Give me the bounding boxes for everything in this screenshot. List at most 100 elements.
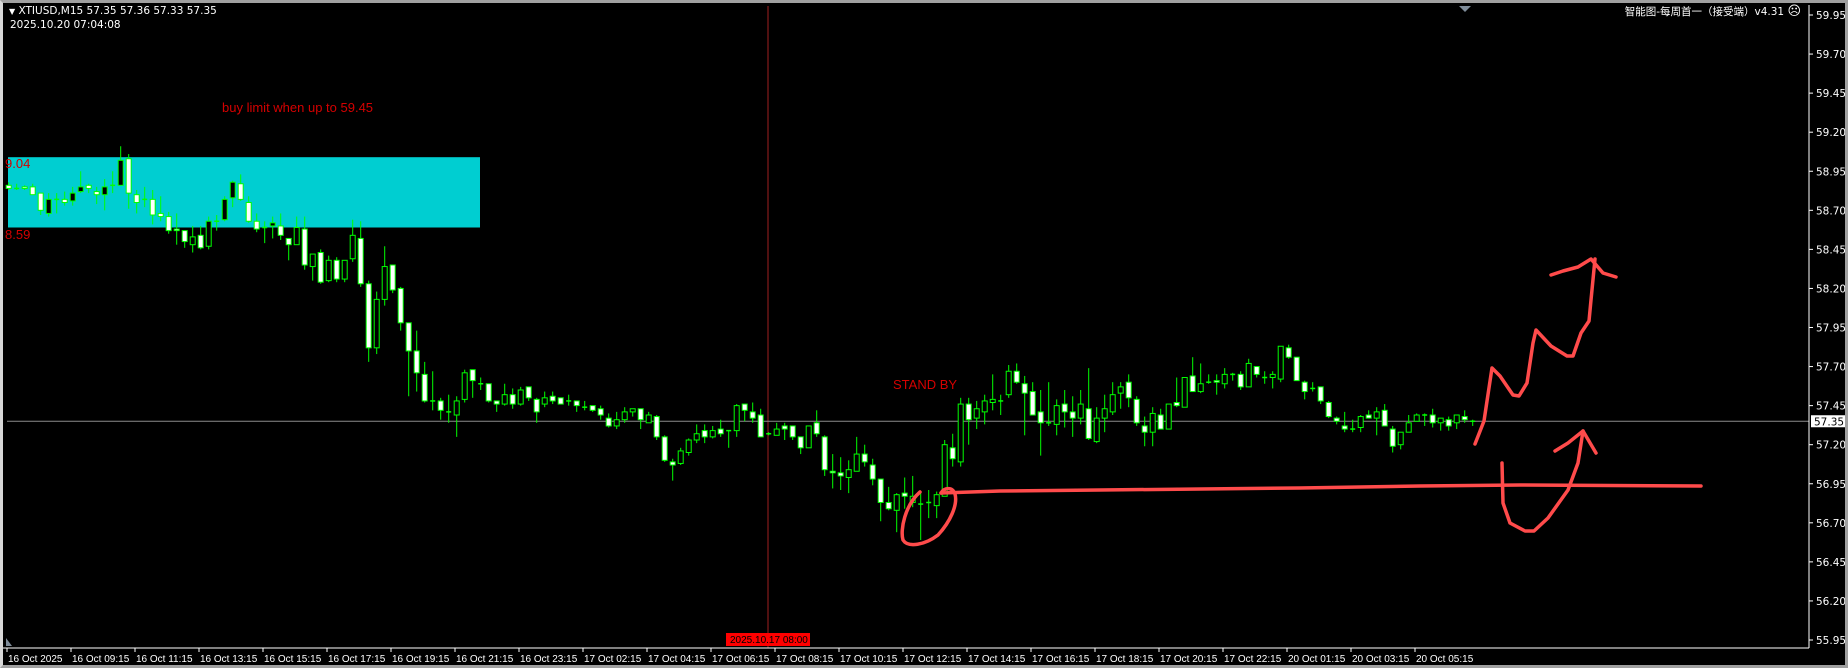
candle — [797, 436, 804, 455]
x-tick-label: 17 Oct 18:15 — [1096, 654, 1154, 665]
candle — [125, 154, 132, 209]
candle-body — [1109, 394, 1116, 413]
candle-body — [573, 400, 580, 407]
candle — [1373, 407, 1380, 436]
collapse-triangle-icon[interactable]: ▼ — [9, 7, 16, 16]
candle-body — [717, 428, 724, 435]
x-tick-label: 17 Oct 02:15 — [584, 654, 642, 665]
candle — [389, 264, 396, 294]
candle-body — [1013, 370, 1020, 383]
x-tick-label: 17 Oct 14:15 — [968, 654, 1026, 665]
candle-body — [797, 436, 804, 449]
supply-zone-rectangle[interactable] — [8, 157, 480, 228]
chart-shift-marker-icon[interactable] — [1459, 6, 1471, 12]
candle — [1021, 375, 1028, 436]
candle-body — [325, 259, 332, 282]
candle — [1061, 390, 1068, 428]
candle — [493, 400, 500, 412]
candle — [597, 405, 604, 420]
candle — [1029, 382, 1036, 416]
candle — [709, 425, 716, 439]
candle-body — [1165, 403, 1172, 430]
candle-body — [205, 220, 212, 247]
candle — [573, 400, 580, 412]
candle — [469, 369, 476, 398]
candle-body — [509, 394, 516, 405]
candle — [1365, 410, 1372, 419]
candle — [749, 402, 756, 423]
candle-body — [1389, 428, 1396, 447]
candle-body — [1005, 370, 1012, 396]
candle — [221, 196, 228, 222]
freehand-u-arrow[interactable] — [1500, 429, 1585, 533]
candle — [149, 190, 156, 225]
candle — [317, 249, 324, 284]
cursor-time-label: 2025.10.17 08:00 — [730, 635, 808, 646]
candle-body — [421, 373, 428, 402]
y-tick-label: 56.45 — [1816, 557, 1846, 569]
candle — [1101, 394, 1108, 433]
candle — [1133, 396, 1140, 426]
candle-body — [133, 194, 140, 203]
y-tick-label: 57.20 — [1816, 440, 1846, 452]
candle — [1285, 344, 1292, 359]
y-tick-label: 55.95 — [1816, 635, 1846, 647]
sad-face-icon: ☹ — [1787, 4, 1801, 19]
candle-body — [1461, 416, 1468, 421]
candle-body — [381, 266, 388, 300]
candle-body — [893, 494, 900, 511]
y-tick-label: 59.20 — [1816, 127, 1846, 139]
candle-body — [773, 428, 780, 436]
freehand-support-line[interactable] — [939, 483, 1703, 495]
y-tick-label: 58.45 — [1816, 244, 1846, 256]
candle-body — [821, 436, 828, 471]
candle — [1141, 416, 1148, 447]
candle-body — [309, 253, 316, 268]
candle-body — [845, 469, 852, 478]
candle — [85, 183, 92, 194]
candle-body — [525, 386, 532, 399]
candle-body — [1077, 403, 1084, 419]
candle — [110, 171, 116, 194]
candle-body — [589, 405, 596, 411]
candle-body — [389, 264, 396, 291]
zigzag-arrowhead[interactable] — [1549, 257, 1618, 279]
candle-body — [709, 430, 716, 438]
candle-body — [117, 159, 124, 186]
candle-body — [1141, 425, 1148, 433]
candle-body — [165, 216, 172, 232]
freehand-zigzag-arrow[interactable] — [1473, 257, 1597, 446]
candle — [1277, 345, 1284, 383]
candle — [941, 440, 948, 497]
candle-body — [1285, 347, 1292, 358]
freehand-circle-drawing[interactable] — [900, 486, 958, 547]
candle-body — [813, 422, 820, 435]
candle — [813, 410, 820, 437]
candle-body — [1317, 386, 1324, 402]
candle — [165, 211, 172, 234]
indicator-name: 智能图-每周首一（接受端）v4.31 — [1624, 6, 1785, 18]
current-price-label: 57.35 — [1814, 416, 1844, 428]
candle — [766, 432, 772, 436]
candle-body — [1301, 381, 1308, 393]
scale-fix-marker-icon[interactable] — [6, 638, 12, 646]
y-tick-label: 56.95 — [1816, 479, 1846, 491]
u-arrowhead[interactable] — [1553, 429, 1598, 455]
candle-body — [853, 453, 860, 472]
candle-body — [1157, 414, 1164, 430]
candle-body — [1133, 398, 1140, 424]
candle-body — [1253, 366, 1260, 375]
candle — [621, 407, 628, 423]
x-tick-label: 16 Oct 19:15 — [392, 654, 450, 665]
candle-body — [1181, 377, 1188, 408]
candle-body — [1125, 381, 1132, 399]
x-tick-label: 17 Oct 22:15 — [1224, 654, 1282, 665]
candle — [501, 383, 508, 406]
candle-body — [885, 502, 892, 510]
candle — [989, 374, 996, 411]
candle — [214, 215, 220, 231]
candle — [582, 400, 588, 411]
candle — [629, 408, 636, 417]
